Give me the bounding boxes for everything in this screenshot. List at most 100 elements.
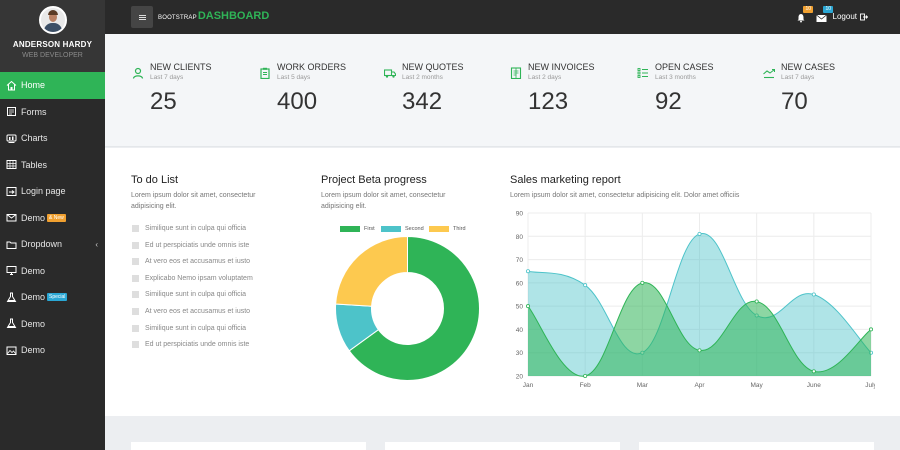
sidebar-item-label: Demo	[21, 292, 46, 303]
notifications-button[interactable]: 10	[796, 6, 813, 23]
todo-checkbox[interactable]	[132, 241, 139, 249]
todo-checkbox[interactable]	[132, 308, 139, 315]
data-point[interactable]	[525, 304, 530, 309]
stat-period: Last 7 days	[781, 74, 815, 81]
y-tick-label: 20	[516, 374, 524, 381]
sidebar: ANDERSON HARDY WEB DEVELOPER Home Forms Ch…	[0, 0, 105, 450]
monitor-icon	[6, 265, 17, 276]
todo-item[interactable]: At vero eos et accusamus et iusto	[132, 308, 250, 315]
progress-description: Lorem ipsum dolor sit amet, consectetur …	[321, 190, 446, 212]
legend-label: Second	[405, 226, 424, 232]
menu-toggle-button[interactable]	[131, 6, 153, 28]
todo-item[interactable]: Ed ut perspiciatis unde omnis iste	[132, 341, 250, 349]
data-point[interactable]	[697, 348, 702, 353]
todo-item[interactable]: Similique sunt in culpa qui officia	[132, 324, 247, 332]
chevron-left-icon: ‹	[95, 240, 98, 249]
data-point[interactable]	[811, 369, 816, 374]
todo-item-label: Similique sunt in culpa qui officia	[145, 225, 247, 232]
x-tick-label: Mar	[637, 382, 649, 389]
todo-item-label: Ed ut perspiciatis unde omnis iste	[145, 241, 250, 249]
donut-chart	[335, 236, 480, 381]
todo-item[interactable]: Ed ut perspiciatis unde omnis iste	[132, 241, 250, 249]
sidebar-nav: Home Forms Charts Tables Login page Demo & New…	[0, 72, 105, 364]
todo-item-label: Similique sunt in culpa qui officia	[145, 291, 247, 299]
y-tick-label: 50	[516, 304, 524, 311]
stat-period: Last 2 months	[402, 74, 443, 81]
avatar[interactable]	[38, 6, 67, 34]
todo-checkbox[interactable]	[132, 341, 139, 349]
forms-icon	[6, 106, 17, 117]
stat-value: 400	[277, 88, 318, 115]
sidebar-item-login-page[interactable]: Login page	[0, 178, 105, 205]
stat-period: Last 7 days	[150, 74, 184, 81]
area-fill-series-2	[528, 282, 871, 377]
data-point[interactable]	[868, 327, 873, 332]
messages-button[interactable]: 10	[816, 6, 833, 22]
profile-name: ANDERSON HARDY	[12, 40, 93, 49]
sidebar-item-label: Tables	[21, 159, 48, 170]
sidebar-item-charts[interactable]: Charts	[0, 125, 105, 152]
data-point[interactable]	[640, 280, 645, 285]
stat-title: OPEN CASES	[655, 62, 714, 72]
x-tick-label: July	[865, 382, 875, 389]
todo-title: To do List	[131, 174, 179, 186]
stat-period: Last 5 days	[277, 74, 311, 81]
data-point[interactable]	[754, 299, 759, 304]
todo-checkbox[interactable]	[132, 291, 139, 299]
legend-item: First	[340, 226, 375, 232]
legend-label: Third	[453, 226, 466, 232]
todo-checkbox[interactable]	[132, 274, 139, 282]
sidebar-item-demo[interactable]: Demo Special	[0, 284, 105, 311]
bottom-card-2	[385, 442, 620, 450]
sidebar-item-home[interactable]: Home	[0, 72, 105, 99]
image-icon	[6, 345, 17, 356]
flask-icon	[6, 318, 17, 329]
sidebar-item-label: Dropdown	[21, 239, 63, 250]
sidebar-item-demo[interactable]: Demo & New	[0, 205, 105, 232]
tables-icon	[6, 159, 17, 170]
legend-swatch	[429, 226, 449, 232]
sales-description: Lorem ipsum dolor sit amet, consectetur …	[510, 192, 740, 199]
sidebar-item-tag: Special	[47, 293, 68, 302]
todo-item[interactable]: Explicabo Nemo ipsam voluptatem	[132, 274, 253, 282]
sidebar-item-dropdown[interactable]: Dropdown ‹	[0, 231, 105, 258]
top-bar: BOOTSTRAP DASHBOARD 10 10 Logout	[105, 0, 900, 34]
flask-icon	[6, 292, 17, 303]
data-point[interactable]	[697, 231, 702, 236]
sidebar-item-forms[interactable]: Forms	[0, 99, 105, 126]
notifications-badge: 10	[803, 6, 813, 13]
data-point[interactable]	[811, 292, 816, 297]
donut-slice-first[interactable]	[348, 236, 480, 381]
todo-desc-line2: adipisicing elit.	[131, 203, 177, 210]
stat-title: NEW INVOICES	[528, 62, 595, 72]
todo-item-label: Ed ut perspiciatis unde omnis iste	[145, 341, 250, 349]
stat-value: 25	[150, 88, 177, 115]
y-tick-label: 90	[516, 211, 524, 218]
todo-item[interactable]: At vero eos et accusamus et iusto	[132, 258, 250, 266]
list-icon	[637, 66, 649, 78]
y-tick-label: 30	[516, 350, 524, 357]
legend-item: Second	[381, 226, 424, 232]
logout-button[interactable]: Logout	[833, 12, 868, 21]
bottom-card-3	[639, 442, 874, 450]
sidebar-item-demo[interactable]: Demo	[0, 258, 105, 285]
todo-checkbox[interactable]	[132, 324, 139, 332]
data-point[interactable]	[583, 373, 588, 378]
todo-checkbox[interactable]	[132, 258, 139, 266]
donut-slice-third[interactable]	[335, 236, 408, 307]
sidebar-item-label: Demo	[21, 265, 46, 276]
sidebar-item-demo[interactable]: Demo	[0, 311, 105, 338]
data-point[interactable]	[583, 283, 588, 288]
sidebar-item-tables[interactable]: Tables	[0, 152, 105, 179]
x-tick-label: Apr	[694, 382, 705, 389]
data-point[interactable]	[525, 269, 530, 274]
todo-checkbox[interactable]	[132, 225, 139, 232]
stat-period: Last 3 months	[655, 74, 696, 81]
todo-item-label: Similique sunt in culpa qui officia	[145, 324, 247, 332]
sidebar-item-demo[interactable]: Demo	[0, 337, 105, 364]
todo-item[interactable]: Similique sunt in culpa qui officia	[132, 225, 246, 232]
brand-logo[interactable]: BOOTSTRAP DASHBOARD	[158, 10, 269, 22]
stat-value: 342	[402, 88, 443, 115]
todo-item[interactable]: Similique sunt in culpa qui officia	[132, 291, 247, 299]
todo-item-label: At vero eos et accusamus et iusto	[145, 308, 251, 315]
